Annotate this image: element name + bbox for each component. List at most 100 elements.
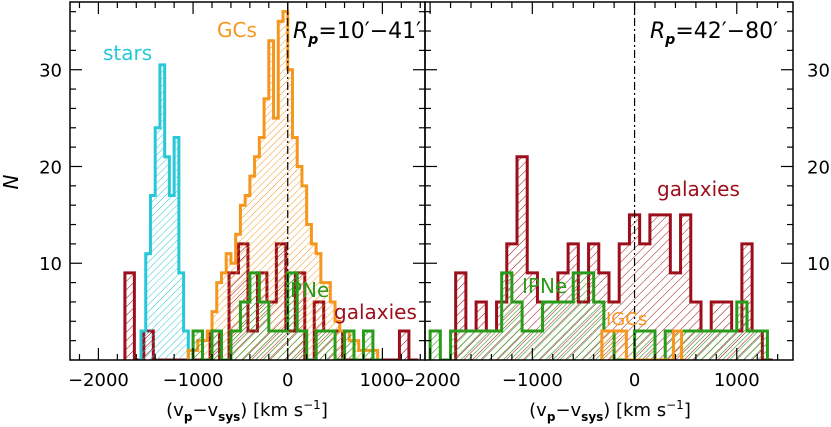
stars-bar [178, 272, 184, 360]
ipne-bar [542, 301, 553, 360]
pne-bar [230, 330, 241, 360]
x-tick-label: −1000 [502, 370, 563, 391]
galaxies-bar [670, 272, 681, 360]
igcs-histogram [600, 329, 686, 360]
gcs-outline [186, 10, 380, 360]
gcs-histogram [186, 10, 380, 360]
right-panel-title: Rp=42′−80′ [650, 19, 778, 48]
igcs-bar [610, 330, 615, 360]
igcs-bar [614, 330, 619, 360]
gcs-bar [202, 340, 208, 360]
x-tick-label: 0 [282, 370, 293, 391]
ipne-bar [644, 330, 655, 360]
galaxies-bar [639, 243, 650, 360]
ipne-bar [430, 330, 441, 360]
pne-bar [287, 272, 298, 360]
stars-bar [150, 195, 156, 360]
ipne-bar [450, 330, 461, 360]
gcs-bar [335, 321, 340, 360]
pne-bar [259, 301, 269, 360]
pne-bar [297, 330, 307, 360]
galaxies-bar [649, 214, 661, 360]
stars-outline [139, 63, 194, 360]
y-tick-label: 30 [807, 61, 830, 82]
x-tick-label: 0 [629, 370, 640, 391]
galaxies-bar [629, 214, 640, 360]
pne-bar [325, 330, 336, 360]
galaxies-bar [619, 243, 630, 360]
ipne-bar [593, 301, 604, 360]
stars-bar [145, 253, 151, 360]
gcs-bar [221, 272, 227, 360]
gcs-bar [292, 137, 298, 360]
galaxies-bar [399, 330, 409, 360]
ipne-bar [511, 301, 523, 360]
stars-bar [183, 330, 189, 360]
x-tick-label: −1000 [163, 370, 224, 391]
ipne-bar [491, 330, 502, 360]
y-tick-label: 10 [807, 254, 830, 275]
pne-bar [344, 330, 354, 360]
ipne-bar [563, 301, 574, 360]
left-x-axis-label: (vp−vsys) [km s−1] [166, 398, 328, 424]
ipne-bar [573, 272, 584, 360]
gcs-bar [325, 282, 331, 360]
ipne-bar [532, 330, 543, 360]
pne-bar [249, 272, 260, 360]
gcs-bar [301, 185, 307, 360]
galaxies-bar [527, 272, 538, 360]
igcs-bar [605, 330, 611, 360]
ipne-bar [501, 272, 512, 360]
left-galaxies-label: galaxies [334, 300, 417, 324]
stars-bar [159, 64, 165, 360]
gcs-bar [249, 176, 255, 360]
x-tick-label: −2000 [68, 370, 129, 391]
x-tick-label: 1000 [359, 370, 405, 391]
y-tick-label: 10 [39, 254, 62, 275]
gcs-bar [240, 205, 246, 360]
ipne-bar [634, 330, 645, 360]
ipne-bar [726, 330, 737, 360]
ipne-bar [460, 330, 471, 360]
left-panel [123, 2, 419, 360]
gcs-bar [188, 350, 194, 360]
pne-bar [363, 330, 373, 360]
pne-label: PNe [290, 278, 329, 302]
ipne-bar [471, 330, 482, 360]
pne-bar [193, 330, 203, 360]
ipne-bar [716, 330, 727, 360]
gcs-bar [297, 166, 302, 360]
ipne-outline [428, 271, 769, 360]
pne-bar [268, 330, 279, 360]
ipne-bar [583, 272, 594, 360]
y-tick-label: 20 [39, 157, 62, 178]
gcs-bar [358, 350, 364, 360]
galaxies-bar [680, 214, 691, 360]
ipne-bar [685, 330, 696, 360]
stars-bar [174, 137, 179, 360]
x-tick-label: −2000 [400, 370, 461, 391]
pne-bar [212, 330, 222, 360]
left-panel-title: Rp=10′−41′ [293, 19, 421, 48]
igcs-outline [600, 329, 686, 360]
ipne-bar [665, 330, 676, 360]
ipne-bar [706, 330, 717, 360]
right-galaxies-label: galaxies [657, 177, 740, 201]
igcs-bar [677, 330, 682, 360]
y-tick-label: 30 [39, 61, 62, 82]
gcs-bar [320, 282, 326, 360]
igcs-bar [673, 330, 678, 360]
gcs-bar [287, 69, 293, 360]
gcs-bar [306, 224, 312, 360]
ipne-bar [552, 301, 563, 360]
gcs-bar [268, 40, 274, 360]
gcs-bar [235, 234, 241, 360]
gcs-bar [339, 330, 345, 360]
gcs-bar [316, 253, 321, 360]
gcs-bar [278, 21, 283, 360]
gcs-bar [354, 340, 359, 360]
y-tick-label: 20 [807, 157, 830, 178]
ipne-label: IPNe [522, 274, 567, 298]
stars-label: stars [103, 41, 152, 65]
